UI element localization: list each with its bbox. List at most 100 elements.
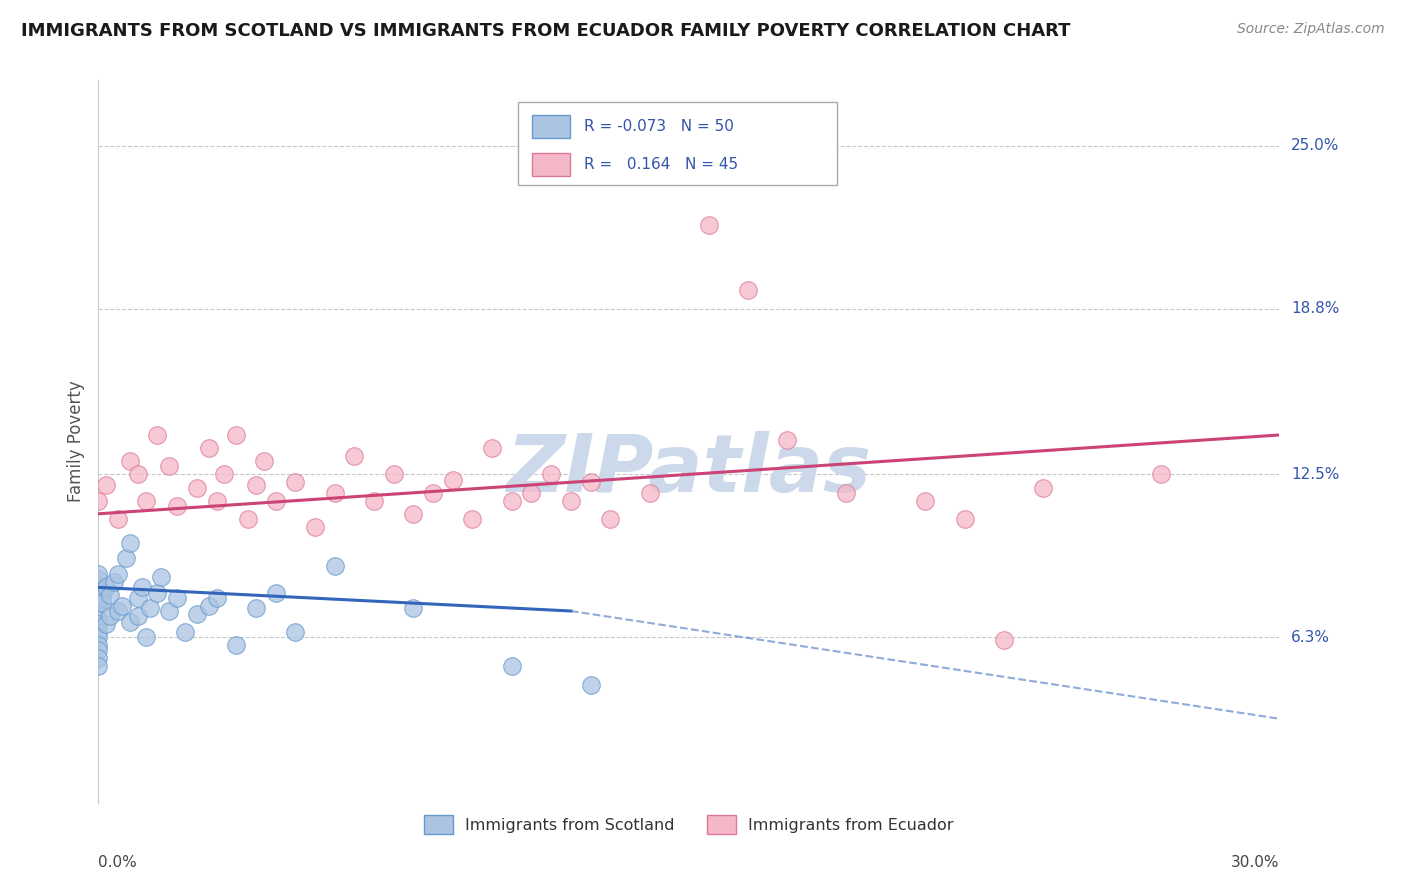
- Point: [186, 607, 208, 621]
- Point: [697, 218, 720, 232]
- Point: [111, 599, 134, 613]
- Point: [205, 493, 228, 508]
- Point: [87, 630, 110, 644]
- Point: [422, 485, 444, 500]
- Point: [115, 551, 138, 566]
- Legend: Immigrants from Scotland, Immigrants from Ecuador: Immigrants from Scotland, Immigrants fro…: [416, 807, 962, 842]
- Point: [87, 573, 110, 587]
- Point: [146, 585, 169, 599]
- Text: ZIPatlas: ZIPatlas: [506, 432, 872, 509]
- Point: [91, 591, 114, 605]
- Point: [118, 615, 141, 629]
- Point: [91, 585, 114, 599]
- Point: [91, 596, 114, 610]
- Point: [323, 559, 346, 574]
- Point: [87, 493, 110, 508]
- Point: [579, 677, 602, 691]
- Point: [127, 591, 149, 605]
- Point: [103, 575, 125, 590]
- Point: [402, 507, 425, 521]
- Point: [150, 570, 173, 584]
- Point: [1032, 481, 1054, 495]
- Point: [461, 512, 484, 526]
- Point: [382, 467, 405, 482]
- Text: 12.5%: 12.5%: [1291, 467, 1340, 482]
- Point: [501, 659, 523, 673]
- Point: [98, 588, 121, 602]
- Point: [87, 599, 110, 613]
- Text: Source: ZipAtlas.com: Source: ZipAtlas.com: [1237, 22, 1385, 37]
- Point: [264, 493, 287, 508]
- Point: [87, 659, 110, 673]
- Point: [87, 578, 110, 592]
- Point: [87, 612, 110, 626]
- Text: 6.3%: 6.3%: [1291, 630, 1330, 645]
- Text: IMMIGRANTS FROM SCOTLAND VS IMMIGRANTS FROM ECUADOR FAMILY POVERTY CORRELATION C: IMMIGRANTS FROM SCOTLAND VS IMMIGRANTS F…: [21, 22, 1070, 40]
- Point: [205, 591, 228, 605]
- Point: [284, 625, 307, 640]
- Point: [501, 493, 523, 508]
- Point: [157, 459, 180, 474]
- Point: [87, 617, 110, 632]
- Point: [264, 585, 287, 599]
- Point: [225, 428, 247, 442]
- Point: [363, 493, 385, 508]
- Point: [737, 284, 759, 298]
- Point: [343, 449, 366, 463]
- Point: [157, 604, 180, 618]
- Point: [304, 520, 326, 534]
- Point: [197, 599, 219, 613]
- Text: 30.0%: 30.0%: [1232, 855, 1279, 871]
- Text: 0.0%: 0.0%: [98, 855, 138, 871]
- Point: [96, 580, 118, 594]
- Point: [540, 467, 562, 482]
- Y-axis label: Family Poverty: Family Poverty: [66, 381, 84, 502]
- Point: [127, 609, 149, 624]
- Point: [87, 582, 110, 597]
- Point: [87, 643, 110, 657]
- Point: [214, 467, 236, 482]
- Point: [127, 467, 149, 482]
- Text: 18.8%: 18.8%: [1291, 301, 1340, 317]
- Point: [560, 493, 582, 508]
- Point: [138, 601, 160, 615]
- Point: [135, 630, 157, 644]
- Point: [481, 441, 503, 455]
- FancyBboxPatch shape: [531, 153, 569, 177]
- Point: [166, 591, 188, 605]
- Point: [245, 601, 267, 615]
- Point: [599, 512, 621, 526]
- Point: [245, 478, 267, 492]
- Point: [186, 481, 208, 495]
- Point: [131, 580, 153, 594]
- Point: [253, 454, 276, 468]
- Point: [107, 512, 129, 526]
- Point: [96, 617, 118, 632]
- Point: [579, 475, 602, 490]
- Point: [96, 478, 118, 492]
- FancyBboxPatch shape: [517, 102, 837, 185]
- Point: [441, 473, 464, 487]
- Point: [835, 485, 858, 500]
- Point: [118, 454, 141, 468]
- Text: 25.0%: 25.0%: [1291, 138, 1340, 153]
- Point: [402, 601, 425, 615]
- Point: [236, 512, 259, 526]
- Point: [284, 475, 307, 490]
- Point: [118, 535, 141, 549]
- Point: [225, 638, 247, 652]
- Point: [107, 604, 129, 618]
- Point: [993, 632, 1015, 647]
- Point: [107, 567, 129, 582]
- Point: [174, 625, 197, 640]
- Point: [1150, 467, 1173, 482]
- Point: [87, 588, 110, 602]
- Point: [87, 638, 110, 652]
- Point: [135, 493, 157, 508]
- Point: [638, 485, 661, 500]
- Point: [146, 428, 169, 442]
- Point: [323, 485, 346, 500]
- Point: [914, 493, 936, 508]
- FancyBboxPatch shape: [531, 115, 569, 138]
- Point: [520, 485, 543, 500]
